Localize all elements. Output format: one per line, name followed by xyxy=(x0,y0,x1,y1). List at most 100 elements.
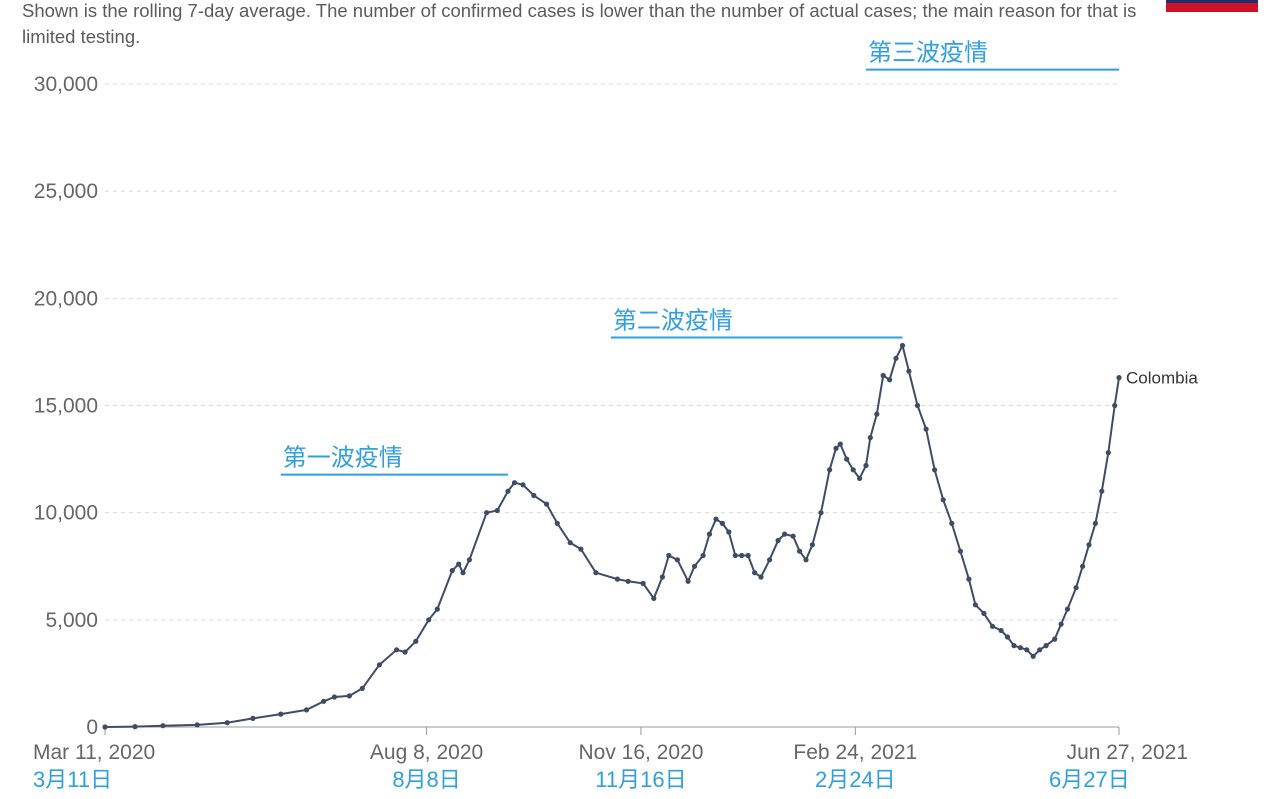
data-point xyxy=(426,617,432,623)
data-point xyxy=(505,488,511,494)
data-point xyxy=(578,546,584,552)
data-point xyxy=(1052,636,1058,642)
data-point xyxy=(102,724,108,730)
data-point xyxy=(874,411,880,417)
data-point xyxy=(923,426,929,432)
data-point xyxy=(706,531,713,537)
x-tick-label-cn: 8月8日 xyxy=(392,767,460,792)
data-point xyxy=(767,557,773,563)
data-point xyxy=(797,548,803,554)
x-axis: Mar 11, 2020 3月11日 Aug 8, 2020 8月8日 Nov 16, … xyxy=(33,727,1188,792)
data-point xyxy=(1011,643,1017,649)
data-point xyxy=(867,435,873,441)
data-point xyxy=(758,574,764,580)
data-point xyxy=(321,698,327,704)
x-tick-label-cn: 2月24日 xyxy=(815,767,896,792)
data-points xyxy=(102,342,1122,730)
data-point xyxy=(1112,402,1118,409)
y-tick-label: 0 xyxy=(86,716,98,739)
annotation-label: 第三波疫情 xyxy=(868,40,988,67)
data-point xyxy=(1037,647,1043,653)
data-point xyxy=(863,462,869,469)
y-tick-label: 25,000 xyxy=(34,180,98,203)
data-point xyxy=(194,722,200,728)
data-point xyxy=(1092,520,1098,527)
data-point xyxy=(989,623,996,629)
data-point xyxy=(520,482,526,488)
data-point xyxy=(224,720,230,726)
data-point xyxy=(278,711,284,717)
data-point xyxy=(1043,643,1049,649)
data-point xyxy=(685,578,691,584)
data-point xyxy=(331,694,337,700)
data-point xyxy=(906,368,912,374)
x-tick-label: Mar 11, 2020 xyxy=(33,741,155,764)
data-point xyxy=(651,595,657,602)
data-point xyxy=(132,724,138,730)
y-tick-label: 15,000 xyxy=(34,395,98,418)
data-point xyxy=(484,510,490,516)
data-point xyxy=(949,520,955,527)
data-point xyxy=(719,520,726,527)
data-point xyxy=(1058,621,1064,627)
x-tick-label-cn: 3月11日 xyxy=(33,767,112,792)
y-tick-label: 20,000 xyxy=(34,287,98,310)
data-point xyxy=(402,649,408,655)
country-flag xyxy=(1166,0,1258,12)
data-point xyxy=(893,355,899,361)
data-point xyxy=(346,693,352,699)
x-tick-label: Nov 16, 2020 xyxy=(578,741,703,764)
data-point xyxy=(1073,585,1079,591)
data-point xyxy=(1024,647,1030,653)
grid-lines xyxy=(105,83,1119,728)
data-point xyxy=(803,557,809,563)
data-point xyxy=(456,561,462,567)
data-point xyxy=(1086,542,1092,548)
data-point xyxy=(809,542,816,548)
data-point xyxy=(531,492,537,499)
data-point xyxy=(998,627,1004,634)
data-point xyxy=(466,557,472,563)
data-point xyxy=(790,533,796,539)
data-point xyxy=(726,529,732,535)
data-point xyxy=(614,576,621,582)
data-point xyxy=(782,531,788,537)
data-point xyxy=(837,441,843,447)
annotation-label: 第一波疫情 xyxy=(283,445,403,472)
data-point xyxy=(745,552,751,559)
x-tick-label: Aug 8, 2020 xyxy=(370,741,483,764)
data-point xyxy=(1105,450,1111,456)
x-tick-label: Jun 27, 2021 xyxy=(1067,741,1188,764)
x-tick-label-cn: 11月16日 xyxy=(595,767,686,792)
wave-annotations: 第一波疫情 第二波疫情 第三波疫情 xyxy=(280,40,1119,476)
data-point xyxy=(593,570,599,576)
data-point xyxy=(376,662,382,668)
data-point xyxy=(966,576,972,582)
data-point xyxy=(666,552,672,559)
data-point xyxy=(460,570,466,576)
data-point xyxy=(640,580,646,587)
data-point xyxy=(833,445,839,451)
data-point xyxy=(887,377,893,383)
data-point xyxy=(752,570,758,576)
data-point xyxy=(739,552,745,559)
data-point xyxy=(1030,653,1036,659)
data-point xyxy=(914,402,921,409)
data-point xyxy=(1004,634,1011,640)
data-point xyxy=(1080,563,1086,569)
data-point xyxy=(674,557,681,563)
data-point xyxy=(160,723,166,729)
data-point xyxy=(972,602,979,608)
data-point xyxy=(1017,645,1024,651)
y-tick-label: 10,000 xyxy=(34,502,98,525)
data-point xyxy=(850,467,856,473)
data-point xyxy=(567,540,573,546)
y-tick-label: 5,000 xyxy=(45,609,98,632)
data-point xyxy=(713,516,719,522)
y-axis: 0 5,000 10,000 15,000 20,000 25,000 30,000 xyxy=(34,73,98,739)
series-label-colombia: Colombia xyxy=(1126,369,1198,388)
data-point xyxy=(554,520,560,527)
data-point xyxy=(857,475,863,481)
data-point xyxy=(494,507,500,514)
